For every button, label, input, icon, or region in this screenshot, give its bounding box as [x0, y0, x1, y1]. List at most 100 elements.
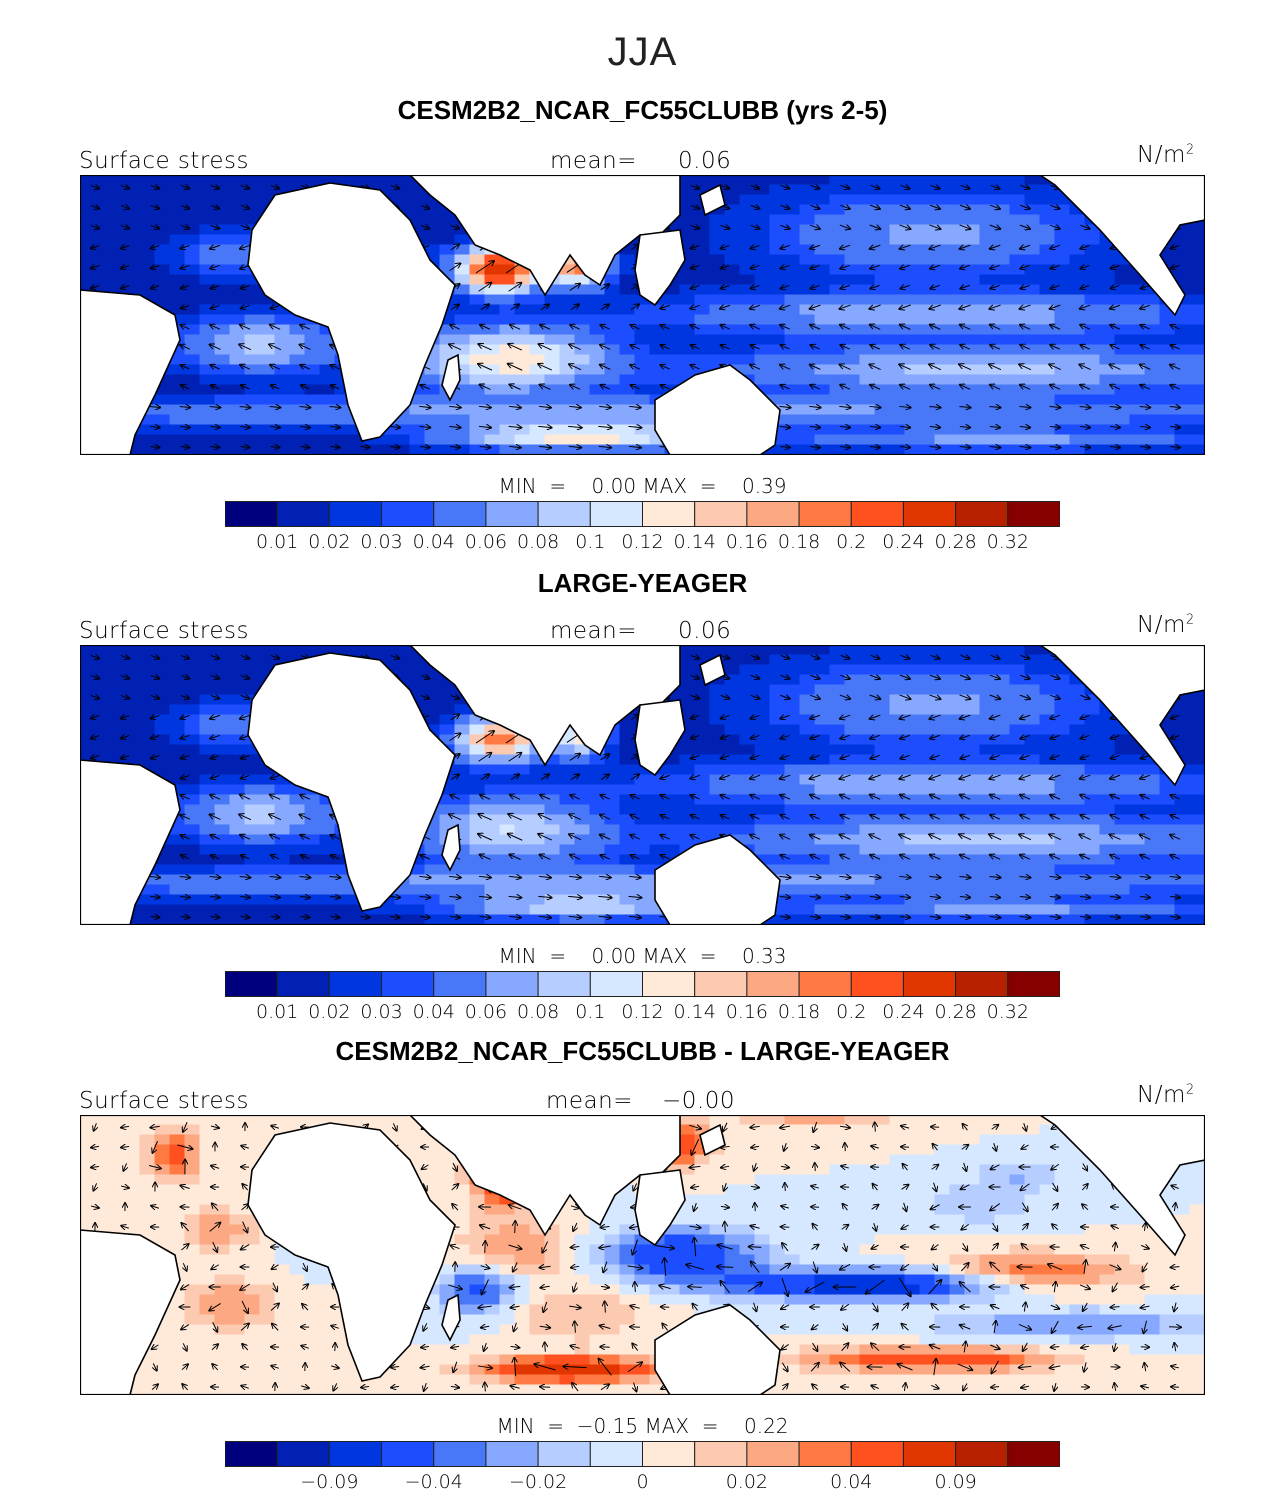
field-cell: [1024, 254, 1041, 266]
wind-vector: [1020, 245, 1031, 249]
field-cell: [619, 844, 636, 856]
field-cell: [499, 834, 516, 846]
wind-vector: [181, 756, 190, 759]
field-cell: [829, 724, 846, 736]
field-cell: [874, 904, 891, 916]
field-cell: [889, 824, 906, 836]
wind-vector: [1110, 305, 1121, 309]
field-cell: [214, 794, 231, 806]
field-cell: [304, 414, 321, 426]
field-cell: [964, 694, 981, 706]
field-cell: [1114, 284, 1131, 296]
field-cell: [169, 854, 186, 866]
field-cell: [169, 184, 186, 196]
field-cell: [1009, 804, 1026, 816]
field-cell: [964, 364, 981, 376]
field-cell: [544, 904, 561, 916]
field-cell: [874, 175, 891, 186]
field-cell: [1054, 794, 1071, 806]
field-cell: [1039, 784, 1056, 796]
wind-vector: [899, 446, 910, 447]
field-cell: [604, 284, 621, 296]
field-cell: [634, 434, 651, 446]
field-cell: [844, 914, 861, 925]
field-cell: [799, 804, 816, 816]
field-cell: [169, 354, 186, 366]
field-cell: [469, 764, 486, 776]
field-cell: [1159, 814, 1176, 826]
field-cell: [919, 274, 936, 286]
field-cell: [184, 214, 201, 226]
field-cell: [454, 854, 471, 866]
field-cell: [1189, 294, 1205, 306]
field-cell: [949, 444, 966, 455]
field-cell: [1099, 284, 1116, 296]
field-cell: [1159, 724, 1176, 736]
field-cell: [184, 674, 201, 686]
field-cell: [919, 184, 936, 196]
wind-vector: [420, 917, 430, 918]
field-cell: [244, 884, 261, 896]
field-cell: [1009, 254, 1026, 266]
wind-vector: [508, 753, 522, 762]
field-cell: [934, 814, 951, 826]
field-cell: [214, 224, 231, 236]
field-cell: [1189, 224, 1205, 236]
field-cell: [1114, 894, 1131, 906]
field-cell: [574, 854, 591, 866]
field-cell: [619, 884, 636, 896]
field-cell: [724, 224, 741, 236]
field-cell: [184, 854, 201, 866]
field-cell: [214, 744, 231, 756]
wind-vector: [930, 245, 941, 249]
field-cell: [499, 724, 516, 736]
field-cell: [829, 684, 846, 696]
field-cell: [574, 444, 591, 455]
field-cell: [784, 304, 801, 316]
field-cell: [589, 354, 606, 366]
field-cell: [874, 234, 891, 246]
field-cell: [1024, 284, 1041, 296]
field-cell: [559, 754, 576, 766]
field-cell: [1069, 824, 1086, 836]
wind-vector: [240, 447, 250, 448]
field-cell: [919, 444, 936, 455]
field-cell: [679, 774, 696, 786]
field-cell: [829, 284, 846, 296]
wind-vector: [1020, 345, 1030, 349]
field-cell: [934, 744, 951, 756]
field-cell: [529, 804, 546, 816]
field-cell: [529, 914, 546, 925]
field-cell: [784, 704, 801, 716]
wind-vector: [478, 283, 492, 292]
wind-vector: [300, 427, 310, 428]
field-cell: [1024, 804, 1041, 816]
wind-vector: [568, 426, 582, 427]
field-cell: [1069, 894, 1086, 906]
field-cell: [979, 175, 996, 186]
field-cell: [529, 334, 546, 346]
field-cell: [904, 784, 921, 796]
wind-vector: [779, 406, 790, 407]
field-cell: [184, 334, 201, 346]
field-cell: [439, 894, 456, 906]
field-cell: [169, 864, 186, 876]
field-cell: [544, 814, 561, 826]
field-cell: [799, 814, 816, 826]
field-cell: [694, 204, 711, 216]
field-cell: [709, 284, 726, 296]
wind-vector: [269, 406, 281, 407]
field-cell: [814, 714, 831, 726]
field-cell: [889, 224, 906, 236]
wind-vector: [300, 815, 311, 820]
field-cell: [1189, 444, 1205, 455]
field-cell: [874, 194, 891, 206]
field-cell: [214, 734, 231, 746]
field-cell: [484, 254, 501, 266]
field-cell: [814, 294, 831, 306]
field-cell: [484, 414, 501, 426]
field-cell: [199, 364, 216, 376]
wind-vector: [600, 345, 611, 350]
field-cell: [1174, 784, 1191, 796]
field-cell: [679, 314, 696, 326]
